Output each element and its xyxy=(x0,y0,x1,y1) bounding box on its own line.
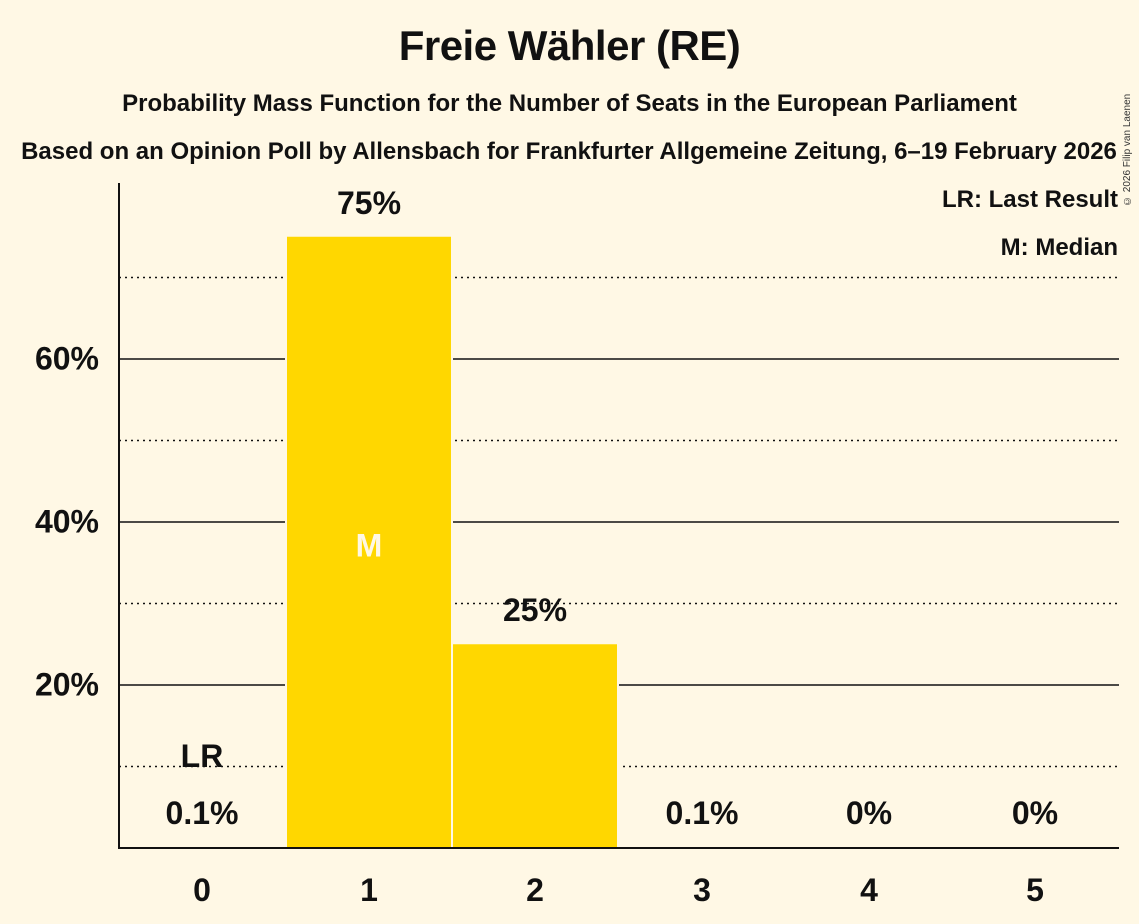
y-tick-label: 40% xyxy=(34,503,99,540)
y-tick-label: 60% xyxy=(34,340,99,377)
bar-seats-1 xyxy=(287,236,451,848)
bar-seats-2 xyxy=(453,644,617,848)
value-label: 0% xyxy=(1011,795,1059,831)
value-label: 75% xyxy=(336,184,402,221)
value-label: 25% xyxy=(502,592,568,629)
x-tick-label: 5 xyxy=(1026,872,1044,908)
chart-subtitle: Probability Mass Function for the Number… xyxy=(122,90,1017,117)
x-tick-label: 3 xyxy=(693,872,711,908)
chart-title: Freie Wähler (RE) xyxy=(398,22,741,69)
x-tick-label: 1 xyxy=(360,872,378,908)
value-label: 0.1% xyxy=(165,795,239,831)
value-label: 0.1% xyxy=(665,795,739,831)
legend-last-result: LR: Last Result xyxy=(941,186,1118,213)
chart-source-subtitle: Based on an Opinion Poll by Allensbach f… xyxy=(21,138,1117,165)
x-tick-label: 4 xyxy=(860,872,878,908)
x-tick-label: 0 xyxy=(193,872,211,908)
median-marker: M xyxy=(355,527,383,564)
last-result-marker: LR xyxy=(180,738,224,774)
legend-median: M: Median xyxy=(1000,234,1118,261)
x-tick-label: 2 xyxy=(526,872,544,908)
bars xyxy=(285,236,619,848)
value-label: 0% xyxy=(845,795,893,831)
y-tick-label: 20% xyxy=(34,666,99,703)
